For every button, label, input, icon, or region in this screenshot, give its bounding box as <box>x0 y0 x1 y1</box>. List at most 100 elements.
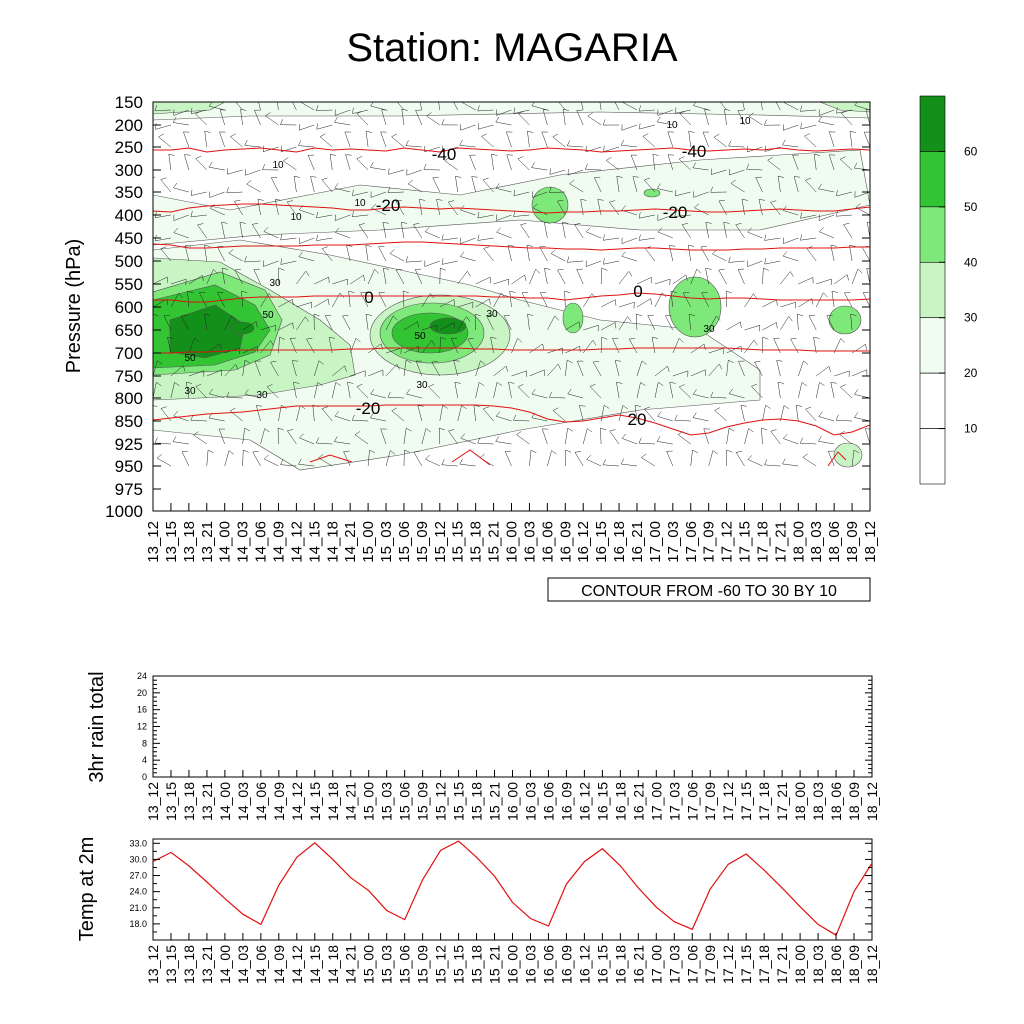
wind-barb <box>869 352 870 353</box>
rain-y-tick-label: 24 <box>137 671 147 681</box>
temperature-contour <box>153 203 870 214</box>
wind-barb <box>221 222 228 224</box>
wind-barb <box>312 405 315 422</box>
wind-barb <box>355 337 361 343</box>
wind-barb <box>352 189 354 196</box>
wind-barb <box>228 249 234 254</box>
wind-barb <box>751 386 763 399</box>
wind-barb <box>224 450 230 467</box>
wind-barb <box>565 360 568 377</box>
wind-barb <box>580 94 586 95</box>
wind-barb <box>621 433 627 439</box>
wind-barb <box>597 199 604 201</box>
rain-x-tick-label: 18_06 <box>828 782 844 821</box>
wind-barb <box>557 364 561 370</box>
wind-barb <box>589 383 596 387</box>
wind-barb <box>813 336 820 339</box>
wind-barb <box>783 237 799 244</box>
wind-barb <box>728 256 731 263</box>
wind-barb <box>656 183 661 189</box>
rain-x-tick-label: 13_21 <box>199 782 215 821</box>
wind-barb <box>183 131 190 148</box>
wind-barb <box>403 428 407 445</box>
wind-barb <box>339 292 345 298</box>
wind-barb <box>457 405 462 422</box>
wind-barb <box>244 427 251 432</box>
wind-barb <box>365 314 369 331</box>
x-tick-label: 17_12 <box>719 521 736 563</box>
wind-barb <box>521 292 530 308</box>
wind-barb <box>483 406 489 410</box>
wind-barb <box>555 96 561 98</box>
wind-barb <box>775 102 781 111</box>
rain-y-tick-label: 4 <box>142 755 147 765</box>
wind-barb <box>321 408 333 422</box>
wind-barb <box>278 322 293 331</box>
wind-barb <box>867 222 870 224</box>
wind-barb <box>744 428 749 445</box>
wind-barb <box>652 153 659 156</box>
wind-barb <box>481 136 494 148</box>
wind-barb <box>289 95 295 96</box>
wind-barb <box>628 271 633 277</box>
wind-barb <box>442 260 458 265</box>
wind-barb <box>234 269 243 285</box>
fill-region-40 <box>562 302 584 334</box>
wind-barb <box>827 451 835 467</box>
wind-barb <box>746 168 763 171</box>
wind-barb <box>565 449 572 453</box>
wind-barb <box>531 102 536 106</box>
wind-barb <box>621 256 638 262</box>
x-tick-label: 15_00 <box>360 521 377 563</box>
wind-barb <box>701 292 709 308</box>
wind-barb <box>788 316 793 322</box>
wind-barb <box>350 370 366 377</box>
wind-barb <box>426 115 440 126</box>
wind-barb <box>478 124 494 130</box>
wind-barb <box>382 222 387 239</box>
wind-barb <box>217 245 224 248</box>
wind-barb <box>356 158 369 171</box>
wind-barb <box>391 410 405 422</box>
wind-barb <box>513 189 515 196</box>
y-tick-label: 300 <box>115 161 143 180</box>
wind-barb <box>740 321 742 328</box>
colorbar-segment <box>919 372 946 429</box>
wind-barb <box>583 340 594 354</box>
wind-barb <box>657 411 662 417</box>
wind-barb <box>729 393 745 399</box>
wind-barb <box>204 244 211 247</box>
wind-barb <box>818 183 822 189</box>
wind-barb <box>486 314 493 316</box>
wind-barb <box>424 227 430 232</box>
wind-barb <box>477 214 494 219</box>
wind-barb <box>405 256 408 263</box>
wind-barb <box>254 360 261 377</box>
wind-barb <box>477 442 494 445</box>
wind-barb <box>552 133 559 138</box>
wind-barb <box>158 133 164 138</box>
wind-barb <box>260 428 265 445</box>
wind-barb <box>396 268 403 271</box>
x-tick-label: 13_21 <box>199 521 216 563</box>
wind-barb <box>413 452 423 467</box>
wind-barb <box>334 411 339 417</box>
wind-barb <box>243 449 249 453</box>
wind-barb <box>524 274 527 281</box>
wind-barb <box>639 237 655 241</box>
wind-barb <box>316 237 333 241</box>
wind-barb <box>153 190 154 192</box>
wind-barb <box>360 291 367 294</box>
wind-barb <box>206 450 209 467</box>
rain-frame <box>152 675 873 778</box>
wind-barb <box>798 277 813 285</box>
wind-barb <box>782 144 799 148</box>
wind-barb <box>535 269 541 274</box>
wind-barb <box>153 169 154 170</box>
wind-barb <box>266 384 273 388</box>
wind-barb <box>618 405 624 422</box>
wind-barb <box>219 131 225 148</box>
rain-x-tick-label: 14_15 <box>307 782 323 821</box>
wind-barb <box>529 450 532 467</box>
wind-barb <box>478 382 485 386</box>
